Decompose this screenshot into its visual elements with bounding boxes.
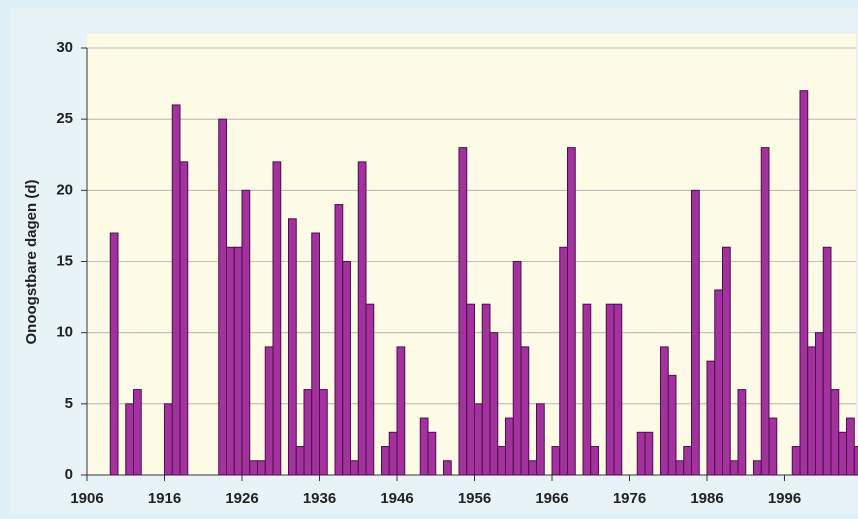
y-tick-label: 10 bbox=[56, 324, 73, 341]
bar bbox=[567, 147, 576, 476]
bar bbox=[691, 189, 700, 476]
bar bbox=[264, 346, 274, 476]
bar bbox=[419, 417, 429, 476]
y-axis-label: Onoogstbare dagen (d) bbox=[23, 179, 40, 344]
bar bbox=[233, 246, 243, 476]
bar bbox=[125, 403, 134, 476]
x-tick-label: 1916 bbox=[148, 490, 181, 507]
bar bbox=[760, 147, 770, 476]
bar bbox=[334, 204, 344, 476]
x-tick-label: 1966 bbox=[535, 490, 568, 507]
bar bbox=[365, 303, 375, 476]
bar bbox=[226, 246, 235, 476]
y-tick-label: 30 bbox=[56, 39, 73, 56]
bar bbox=[164, 403, 173, 476]
bar bbox=[288, 218, 297, 476]
bar bbox=[249, 460, 258, 476]
bar bbox=[303, 389, 313, 476]
bar bbox=[683, 446, 692, 476]
x-tick-label: 1956 bbox=[458, 490, 491, 507]
x-tick-label: 1946 bbox=[380, 490, 413, 507]
bar bbox=[342, 261, 351, 476]
bar bbox=[381, 446, 390, 476]
bar bbox=[582, 303, 592, 476]
bar bbox=[605, 303, 615, 476]
x-tick-label: 1976 bbox=[613, 490, 646, 507]
x-tick-label: 1986 bbox=[690, 490, 723, 507]
bar bbox=[481, 303, 491, 476]
x-tick-label: 1996 bbox=[768, 490, 801, 507]
bar bbox=[660, 346, 669, 476]
bar bbox=[319, 389, 328, 476]
bar bbox=[807, 346, 816, 476]
bar bbox=[590, 446, 599, 476]
bar bbox=[846, 417, 855, 476]
y-tick-label: 5 bbox=[65, 395, 73, 412]
bar bbox=[520, 346, 530, 476]
y-tick-label: 20 bbox=[56, 181, 73, 198]
bar bbox=[830, 389, 840, 476]
bar bbox=[838, 431, 847, 476]
bar bbox=[512, 261, 522, 476]
bar bbox=[171, 104, 181, 476]
bar bbox=[311, 232, 320, 476]
x-tick-label: 1936 bbox=[303, 490, 336, 507]
bar bbox=[667, 374, 677, 476]
bar bbox=[737, 389, 747, 476]
bar bbox=[109, 232, 119, 476]
y-tick-label: 15 bbox=[56, 252, 73, 269]
y-tick-label: 25 bbox=[56, 110, 73, 127]
bar bbox=[528, 460, 537, 476]
bar bbox=[753, 460, 762, 476]
x-tick-label: 1926 bbox=[225, 490, 258, 507]
y-tick-label: 0 bbox=[65, 466, 73, 483]
bar bbox=[706, 360, 716, 476]
bar bbox=[714, 289, 723, 476]
bar bbox=[551, 446, 561, 476]
bar bbox=[489, 332, 499, 476]
bar bbox=[443, 460, 452, 476]
bar bbox=[458, 147, 468, 476]
bar bbox=[497, 446, 506, 476]
bar bbox=[799, 90, 809, 476]
bar bbox=[466, 303, 475, 476]
bar bbox=[636, 431, 646, 476]
bar bbox=[613, 303, 623, 476]
bar bbox=[791, 446, 801, 476]
bar bbox=[241, 189, 251, 476]
bar bbox=[474, 403, 483, 476]
bar bbox=[257, 460, 266, 476]
bar bbox=[644, 431, 654, 476]
bar bbox=[396, 346, 406, 476]
bar bbox=[505, 417, 514, 476]
bar bbox=[822, 246, 832, 476]
bar bbox=[536, 403, 545, 476]
bar bbox=[427, 431, 437, 476]
x-tick-label: 1906 bbox=[70, 490, 103, 507]
bar bbox=[357, 161, 367, 476]
bar bbox=[722, 246, 731, 476]
bar bbox=[675, 460, 685, 476]
bar bbox=[559, 246, 568, 476]
bar bbox=[388, 431, 398, 476]
bar bbox=[179, 161, 189, 476]
bar bbox=[853, 446, 858, 476]
bar bbox=[815, 332, 824, 476]
bar bbox=[295, 446, 305, 476]
bar bbox=[350, 460, 359, 476]
bar bbox=[768, 417, 778, 476]
bar bbox=[729, 460, 739, 476]
bar bbox=[272, 161, 282, 476]
bar bbox=[133, 389, 142, 476]
bar bbox=[218, 118, 227, 476]
